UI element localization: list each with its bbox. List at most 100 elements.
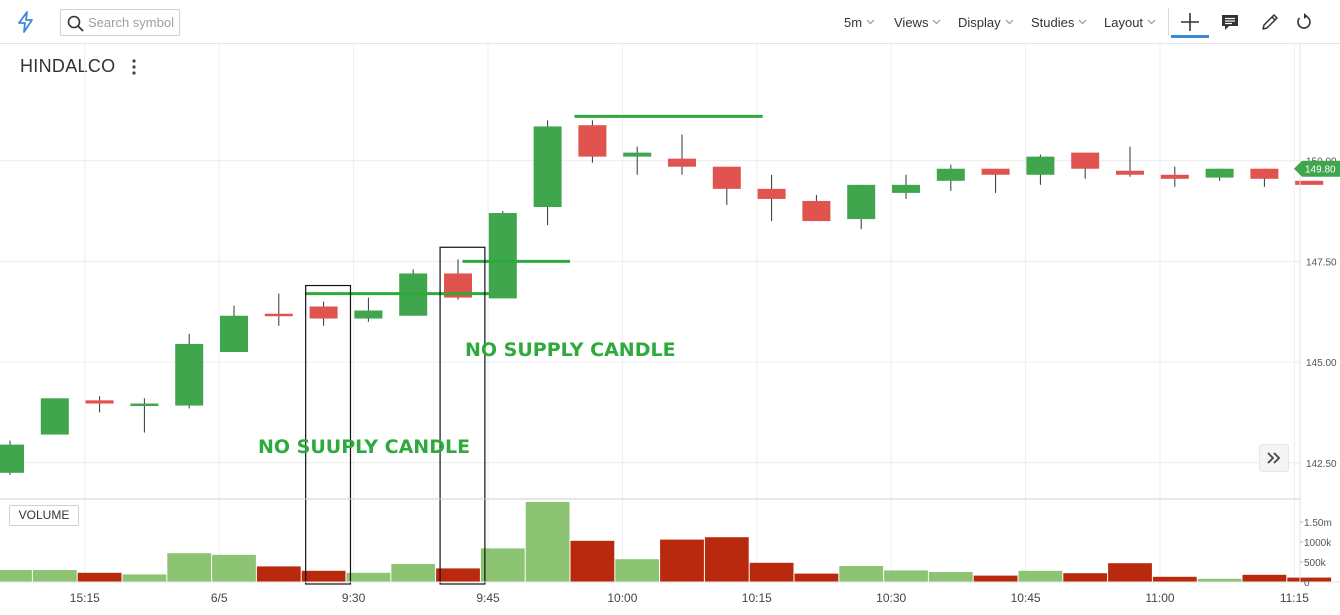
search-box[interactable] [60,9,180,36]
volume-bar-down [1152,576,1197,582]
candle-up [488,213,517,299]
time-tick-label: 15:15 [70,591,100,605]
volume-bar-down [660,539,704,582]
candle-down [981,168,1010,175]
volume-bar-up [391,564,436,582]
reset-icon [1297,13,1311,29]
volume-bar-up [1018,570,1063,582]
drawn-rectangle [439,246,486,585]
layout-menu[interactable]: Layout [1104,0,1156,44]
draw-button[interactable] [1256,8,1284,36]
candle-up [892,184,920,193]
candle-down [802,200,831,222]
candle-down [1116,170,1144,175]
vertical-dots-icon[interactable] [127,56,141,78]
time-tick-label: 10:00 [607,591,637,605]
search-input[interactable] [88,13,176,32]
volume-bar-down [794,573,839,582]
studies-label: Studies [1031,14,1075,30]
views-menu[interactable]: Views [894,0,941,44]
volume-bar-up [615,559,660,582]
candle-up [40,398,69,435]
drawn-boxes [305,246,486,585]
candle-down [1250,168,1279,179]
price-tick-label: 145.00 [1306,358,1337,369]
annotation-no-suuply-candle: NO SUUPLY CANDLE [258,436,471,458]
candle-up [0,444,24,473]
time-tick-label: 9:30 [342,591,366,605]
candle-down [1071,152,1100,169]
volume-bar-down [1108,563,1152,582]
candle-up [220,315,248,352]
candle-down [1160,174,1189,179]
time-tick-label: 10:15 [742,591,772,605]
scroll-to-latest-button[interactable] [1259,444,1289,472]
drawn-lines [305,114,763,296]
candle-up [1026,156,1055,175]
volume-bar-up [839,566,884,582]
toolbar-divider [1168,8,1169,36]
volume-bars [0,502,1332,582]
time-tick-label: 11:15 [1280,591,1309,605]
time-tick-label: 9:45 [476,591,500,605]
candle-up [1205,168,1234,178]
symbol-title: HINDALCO [20,56,116,76]
crosshair-button[interactable] [1176,8,1204,36]
volume-tick-label: 1.50m [1304,518,1332,529]
chevron-down-icon [933,19,941,25]
volume-bar-down [1242,574,1287,582]
time-tick-label: 11:00 [1145,591,1174,605]
volume-bar-up [32,570,77,582]
candle-down [578,125,607,157]
volume-study-label[interactable]: VOLUME [9,505,79,526]
studies-menu[interactable]: Studies [1031,0,1087,44]
axes: 142.50145.00147.50150.0015:156/59:309:45… [0,44,1340,605]
display-label: Display [958,14,1001,30]
time-tick-label: 6/5 [211,591,228,605]
time-tick-label: 10:30 [876,591,906,605]
candle-down [264,313,293,317]
chevron-down-icon [1147,19,1156,25]
candle-down [85,400,114,404]
volume-bar-up [346,572,391,582]
candle-up [354,310,383,319]
last-price-label: 149.80 [1305,165,1336,176]
volume-bar-down [704,537,749,582]
chevron-down-icon [1005,19,1014,25]
candle-up [175,343,204,406]
candle-down [1295,180,1324,185]
volume-bar-down [77,572,122,582]
candle-up [847,184,876,220]
volume-bar-up [212,554,256,582]
volume-tick-label: 1000k [1304,538,1332,549]
volume-bar-up [928,572,973,582]
candle-up [623,152,652,157]
reset-button[interactable] [1290,8,1318,36]
pencil-icon [1262,14,1278,30]
volume-bar-up [884,570,928,582]
double-chevron-right-icon [1267,452,1281,464]
lightning-bolt-icon[interactable] [14,10,38,34]
volume-bar-down [973,575,1018,582]
top-toolbar: 5m Views Display Studies Layout [0,0,1340,44]
search-icon [67,15,84,32]
time-tick-label: 10:45 [1011,591,1041,605]
display-menu[interactable]: Display [958,0,1014,44]
volume-bar-up [525,502,570,582]
views-label: Views [894,14,929,30]
price-chart[interactable]: 142.50145.00147.50150.0015:156/59:309:45… [0,44,1340,615]
chevron-down-icon [1078,19,1087,25]
volume-bar-down [436,568,480,582]
volume-bar-down [1287,577,1332,582]
candlesticks [0,120,1324,475]
comment-button[interactable] [1216,8,1244,36]
price-tick-label: 147.50 [1306,257,1337,268]
layout-label: Layout [1104,14,1144,30]
candle-down [712,166,741,189]
interval-menu[interactable]: 5m [844,0,875,44]
candle-up [533,126,562,207]
comment-icon [1222,15,1238,30]
volume-bar-down [301,570,346,582]
volume-bar-down [1063,573,1108,582]
chevron-down-icon [866,19,875,25]
